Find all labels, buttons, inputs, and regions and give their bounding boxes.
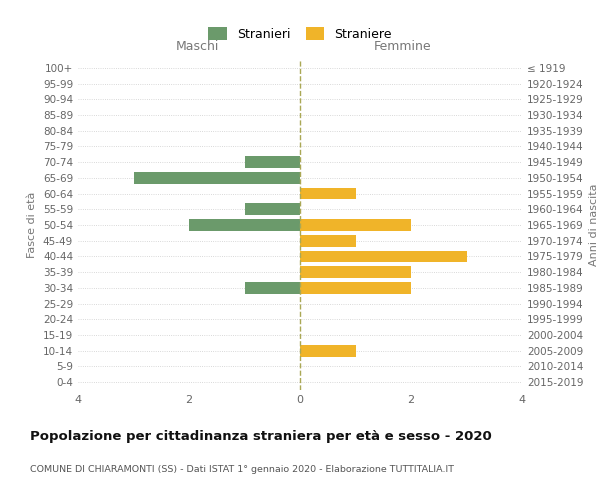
Bar xyxy=(300,282,411,294)
Bar xyxy=(245,204,300,215)
Y-axis label: Fasce di età: Fasce di età xyxy=(28,192,37,258)
Text: Maschi: Maschi xyxy=(176,40,220,54)
Bar xyxy=(300,235,355,246)
Bar xyxy=(245,282,300,294)
Bar xyxy=(300,266,411,278)
Bar xyxy=(300,345,355,356)
Y-axis label: Anni di nascita: Anni di nascita xyxy=(589,184,599,266)
Bar xyxy=(300,188,355,200)
Text: COMUNE DI CHIARAMONTI (SS) - Dati ISTAT 1° gennaio 2020 - Elaborazione TUTTITALI: COMUNE DI CHIARAMONTI (SS) - Dati ISTAT … xyxy=(30,465,454,474)
Text: Popolazione per cittadinanza straniera per età e sesso - 2020: Popolazione per cittadinanza straniera p… xyxy=(30,430,492,443)
Text: Femmine: Femmine xyxy=(373,40,431,54)
Bar xyxy=(300,250,467,262)
Legend: Stranieri, Straniere: Stranieri, Straniere xyxy=(205,24,395,44)
Bar xyxy=(189,219,300,231)
Bar xyxy=(133,172,300,184)
Bar xyxy=(300,219,411,231)
Bar xyxy=(245,156,300,168)
